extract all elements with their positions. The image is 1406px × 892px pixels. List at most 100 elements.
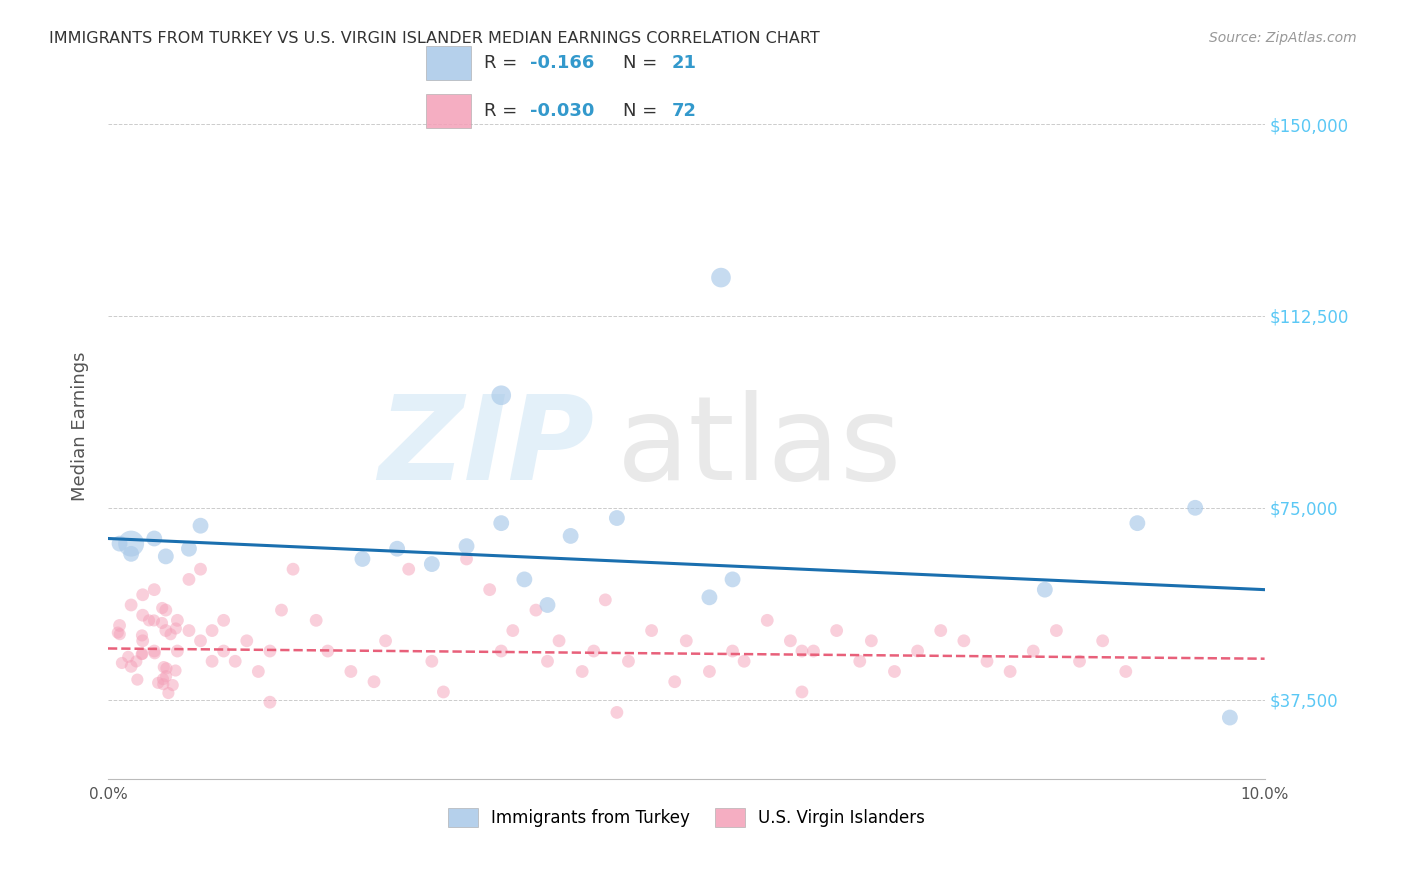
Point: [150, 615, 173, 630]
Point: [152, 677, 174, 691]
Point: [152, 672, 174, 686]
Point: [513, 573, 536, 587]
Text: 21: 21: [672, 54, 697, 72]
Point: [385, 541, 408, 556]
Point: [236, 633, 259, 648]
Point: [560, 529, 582, 543]
Point: [825, 624, 848, 638]
Point: [606, 511, 628, 525]
Point: [316, 644, 339, 658]
Point: [1069, 654, 1091, 668]
Point: [883, 665, 905, 679]
Point: [595, 593, 617, 607]
Point: [120, 659, 142, 673]
Point: [143, 532, 166, 546]
Point: [524, 603, 547, 617]
Text: Source: ZipAtlas.com: Source: ZipAtlas.com: [1209, 31, 1357, 45]
Point: [127, 673, 149, 687]
Point: [143, 644, 166, 658]
Text: IMMIGRANTS FROM TURKEY VS U.S. VIRGIN ISLANDER MEDIAN EARNINGS CORRELATION CHART: IMMIGRANTS FROM TURKEY VS U.S. VIRGIN IS…: [49, 31, 820, 46]
Point: [456, 552, 478, 566]
Point: [165, 664, 187, 678]
Point: [374, 633, 396, 648]
Text: ZIP: ZIP: [378, 390, 593, 505]
Point: [1091, 633, 1114, 648]
Point: [489, 388, 512, 402]
Point: [152, 660, 174, 674]
Point: [143, 582, 166, 597]
Point: [582, 644, 605, 658]
Point: [790, 685, 813, 699]
Point: [224, 654, 246, 668]
Point: [998, 665, 1021, 679]
Point: [190, 562, 212, 576]
Point: [177, 541, 200, 556]
Point: [120, 598, 142, 612]
Point: [108, 627, 131, 641]
Point: [155, 603, 177, 617]
Point: [860, 633, 883, 648]
Text: R =: R =: [484, 54, 523, 72]
Point: [617, 654, 640, 668]
Text: N =: N =: [623, 102, 664, 120]
Point: [305, 613, 328, 627]
Point: [710, 270, 733, 285]
Point: [157, 686, 180, 700]
Point: [120, 536, 142, 550]
Point: [756, 613, 779, 627]
Point: [125, 654, 148, 668]
Point: [143, 646, 166, 660]
Point: [155, 661, 177, 675]
Point: [536, 598, 558, 612]
Point: [420, 654, 443, 668]
Point: [117, 649, 139, 664]
Point: [363, 674, 385, 689]
Point: [571, 665, 593, 679]
Point: [131, 647, 153, 661]
Point: [699, 591, 721, 605]
Y-axis label: Median Earnings: Median Earnings: [72, 351, 89, 500]
Point: [150, 601, 173, 615]
Point: [107, 625, 129, 640]
Bar: [426, 95, 471, 128]
Point: [432, 685, 454, 699]
Point: [120, 547, 142, 561]
Point: [177, 624, 200, 638]
Point: [779, 633, 801, 648]
Legend: Immigrants from Turkey, U.S. Virgin Islanders: Immigrants from Turkey, U.S. Virgin Isla…: [441, 802, 932, 834]
Text: -0.030: -0.030: [530, 102, 595, 120]
Point: [131, 647, 153, 661]
Point: [201, 624, 224, 638]
Bar: [426, 45, 471, 79]
Point: [340, 665, 363, 679]
Point: [165, 622, 187, 636]
Point: [699, 665, 721, 679]
Point: [733, 654, 755, 668]
Point: [138, 614, 160, 628]
Point: [281, 562, 304, 576]
Text: R =: R =: [484, 102, 523, 120]
Point: [1045, 624, 1067, 638]
Text: N =: N =: [623, 54, 664, 72]
Point: [489, 516, 512, 530]
Point: [849, 654, 872, 668]
Point: [536, 654, 558, 668]
Point: [803, 644, 825, 658]
Point: [201, 654, 224, 668]
Point: [420, 557, 443, 571]
Point: [247, 665, 270, 679]
Point: [190, 518, 212, 533]
Point: [159, 627, 181, 641]
Point: [1219, 710, 1241, 724]
Point: [352, 552, 374, 566]
Point: [155, 669, 177, 683]
Point: [1126, 516, 1149, 530]
Point: [456, 539, 478, 553]
Point: [259, 644, 281, 658]
Point: [131, 608, 153, 623]
Point: [929, 624, 952, 638]
Text: atlas: atlas: [617, 390, 903, 505]
Point: [606, 706, 628, 720]
Point: [675, 633, 697, 648]
Point: [502, 624, 524, 638]
